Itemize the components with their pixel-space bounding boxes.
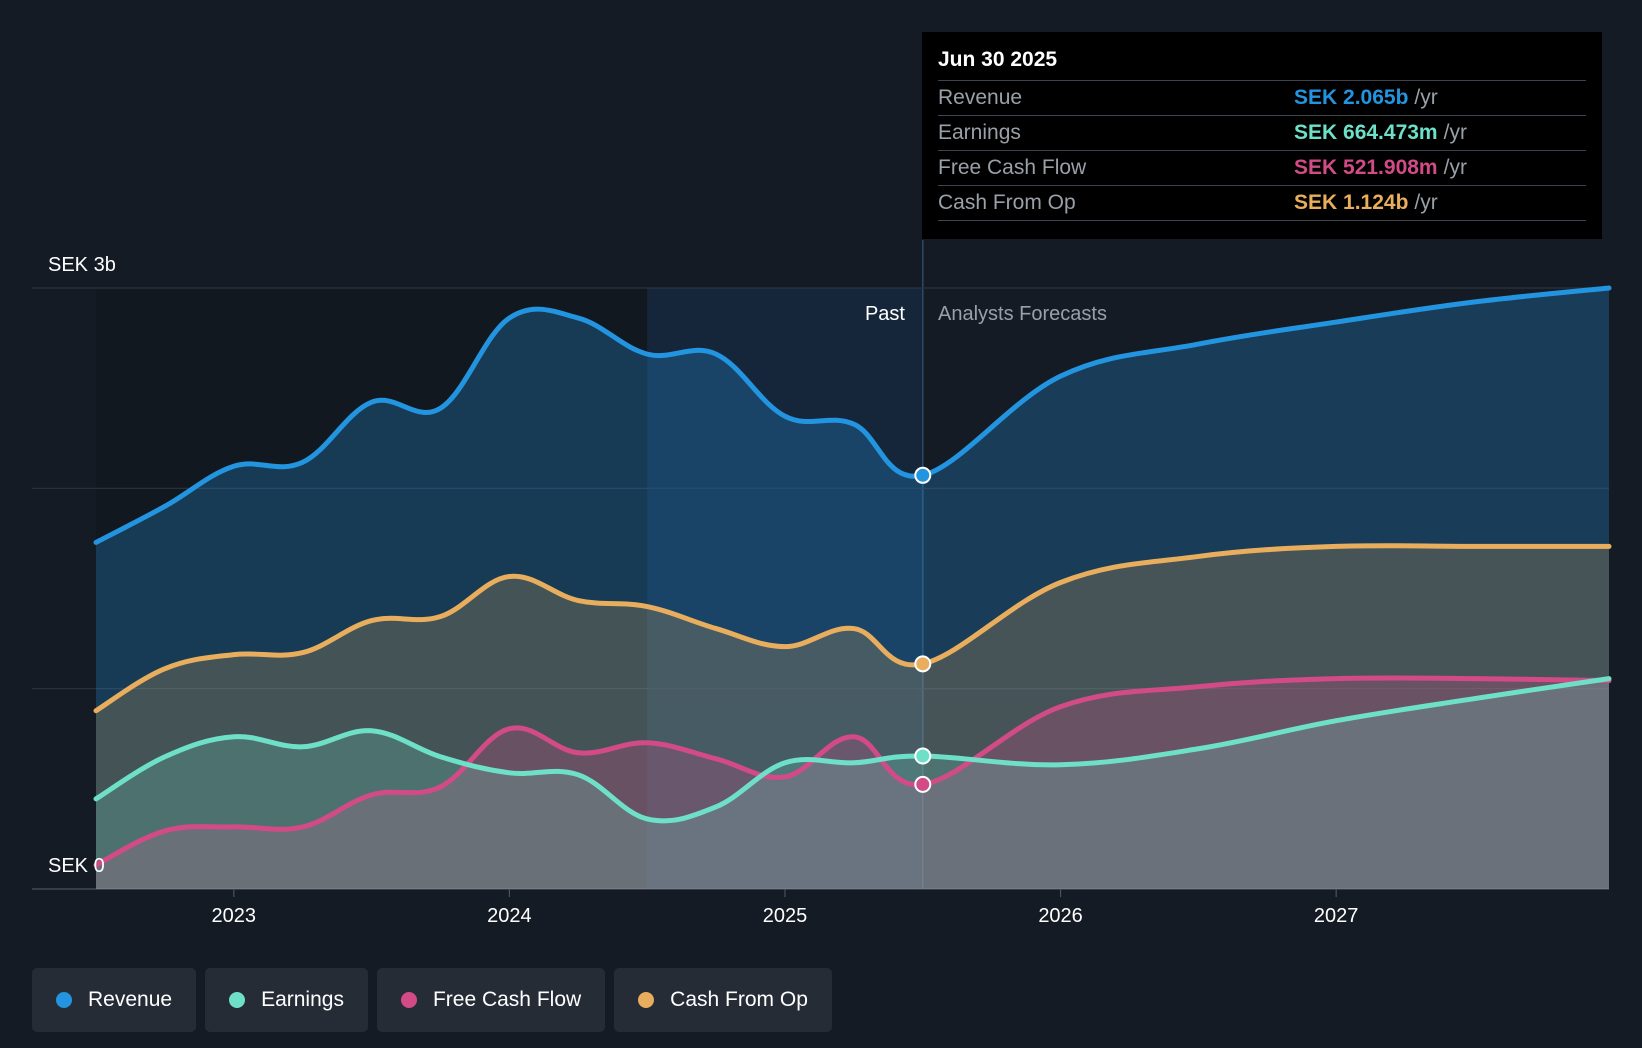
marker-cash-from-op (914, 655, 932, 673)
x-tick-label: 2025 (763, 905, 808, 927)
marker-free-cash-flow (914, 775, 932, 793)
tooltip-row-unit: /yr (1414, 191, 1438, 214)
series-areas (96, 288, 1609, 889)
tooltip-date: Jun 30 2025 (938, 46, 1586, 81)
line-cash-from-op (93, 543, 1612, 714)
legend-dot-icon (400, 992, 417, 1008)
tooltip-row-value: SEK 1.124b (1294, 191, 1409, 214)
tooltip-row-revenue: Revenue SEK 2.065b /yr (938, 81, 1586, 116)
past-label: Past (865, 303, 905, 325)
line-free-cash-flow (93, 675, 1612, 868)
tooltip-row-value: SEK 664.473m (1294, 121, 1438, 144)
tooltip-row-earnings: Earnings SEK 664.473m /yr (938, 116, 1586, 151)
legend-label: Earnings (261, 988, 344, 1011)
tooltip-row-name: Revenue (938, 86, 1023, 109)
chart-background (96, 240, 924, 889)
tooltip-row-value: SEK 521.908m (1294, 156, 1438, 179)
hover-markers (914, 466, 932, 793)
legend-label: Free Cash Flow (432, 988, 582, 1011)
legend-item-earnings[interactable]: Earnings (205, 968, 368, 1032)
tooltip-row-name: Earnings (938, 121, 1021, 144)
tooltip-row-name: Free Cash Flow (938, 156, 1087, 179)
area-free-cash-flow (96, 677, 1609, 889)
tooltip-row-cash-from-op: Cash From Op SEK 1.124b /yr (938, 186, 1586, 221)
highlight-region (647, 288, 923, 889)
tooltip-row-unit: /yr (1414, 86, 1438, 109)
legend-item-cash-from-op[interactable]: Cash From Op (614, 968, 832, 1032)
x-tick-label: 2023 (212, 905, 257, 927)
gridlines (32, 287, 1609, 890)
legend-dot-icon (229, 992, 246, 1008)
legend-label: Cash From Op (670, 988, 808, 1011)
series-lines (93, 285, 1612, 868)
legend-item-free-cash-flow[interactable]: Free Cash Flow (376, 968, 606, 1032)
tooltip: Jun 30 2025 Revenue SEK 2.065b /yr Earni… (922, 32, 1602, 239)
legend-dot-icon (56, 992, 72, 1008)
y-axis-bottom-label: SEK 0 (48, 855, 105, 877)
legend-item-revenue[interactable]: Revenue (32, 968, 197, 1032)
tooltip-row-unit: /yr (1443, 156, 1467, 179)
legend-dot-icon (638, 992, 655, 1008)
legend: Revenue Earnings Free Cash Flow Cash Fro… (32, 968, 832, 1032)
x-tick-label: 2024 (487, 905, 532, 927)
x-axis-ticks: 2023 2024 2025 2026 2027 (212, 889, 1359, 927)
tooltip-row-value: SEK 2.065b (1294, 86, 1409, 109)
x-tick-label: 2027 (1314, 905, 1359, 927)
tooltip-row-free-cash-flow: Free Cash Flow SEK 521.908m /yr (938, 151, 1586, 186)
x-tick-label: 2026 (1038, 905, 1083, 927)
marker-earnings (914, 747, 932, 765)
y-axis-top-label: SEK 3b (48, 254, 116, 276)
area-revenue (96, 288, 1609, 889)
marker-revenue (914, 466, 932, 484)
forecast-label: Analysts Forecasts (938, 303, 1107, 325)
area-cash-from-op (96, 545, 1609, 889)
tooltip-row-unit: /yr (1443, 121, 1467, 144)
area-earnings (96, 678, 1609, 889)
legend-label: Revenue (88, 988, 173, 1011)
line-earnings (93, 676, 1612, 824)
line-revenue (93, 285, 1612, 545)
tooltip-row-name: Cash From Op (938, 191, 1076, 214)
